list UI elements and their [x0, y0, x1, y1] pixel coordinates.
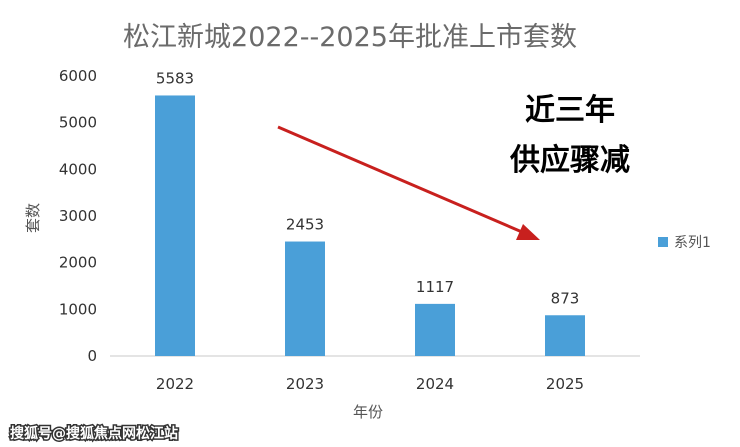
x-tick-label-2023: 2023: [286, 375, 324, 393]
y-tick-label: 3000: [59, 207, 97, 225]
y-tick-label: 5000: [59, 114, 97, 132]
callout-line-1: 近三年: [525, 93, 615, 128]
x-tick-label-2025: 2025: [546, 375, 584, 393]
bars: [155, 95, 585, 357]
trend-arrow-line: [277, 125, 523, 234]
x-axis-title: 年份: [353, 403, 383, 421]
bar-2025: [545, 315, 585, 356]
data-label-2025: 873: [551, 289, 580, 307]
y-axis-title: 套数: [24, 203, 42, 233]
x-axis-ticks: 2022 2023 2024 2025: [156, 375, 584, 393]
legend-swatch: [658, 237, 668, 247]
x-tick-label-2022: 2022: [156, 375, 194, 393]
chart-title: 松江新城2022--2025年批准上市套数: [123, 22, 577, 53]
trend-arrowhead: [516, 224, 540, 240]
legend-label: 系列1: [674, 235, 711, 251]
y-tick-label: 2000: [59, 254, 97, 272]
y-tick-label: 6000: [59, 67, 97, 85]
y-tick-label: 4000: [59, 160, 97, 178]
bar-2023: [285, 241, 325, 356]
trend-arrow: [277, 125, 540, 240]
y-axis-ticks: 0 1000 2000 3000 4000 5000 6000: [59, 67, 97, 365]
data-label-2024: 1117: [416, 278, 454, 296]
watermark-text: 搜狐号@搜狐焦点网松江站: [10, 425, 178, 442]
bar-2024: [415, 303, 455, 356]
x-tick-label-2024: 2024: [416, 375, 454, 393]
legend: 系列1: [658, 235, 711, 251]
data-label-2023: 2453: [286, 216, 324, 234]
bar-2022: [155, 95, 195, 357]
data-label-2022: 5583: [156, 69, 194, 87]
callout-line-2: 供应骤减: [509, 143, 630, 178]
data-labels: 5583 2453 1117 873: [156, 69, 579, 307]
y-tick-label: 0: [87, 347, 97, 365]
y-tick-label: 1000: [59, 300, 97, 318]
